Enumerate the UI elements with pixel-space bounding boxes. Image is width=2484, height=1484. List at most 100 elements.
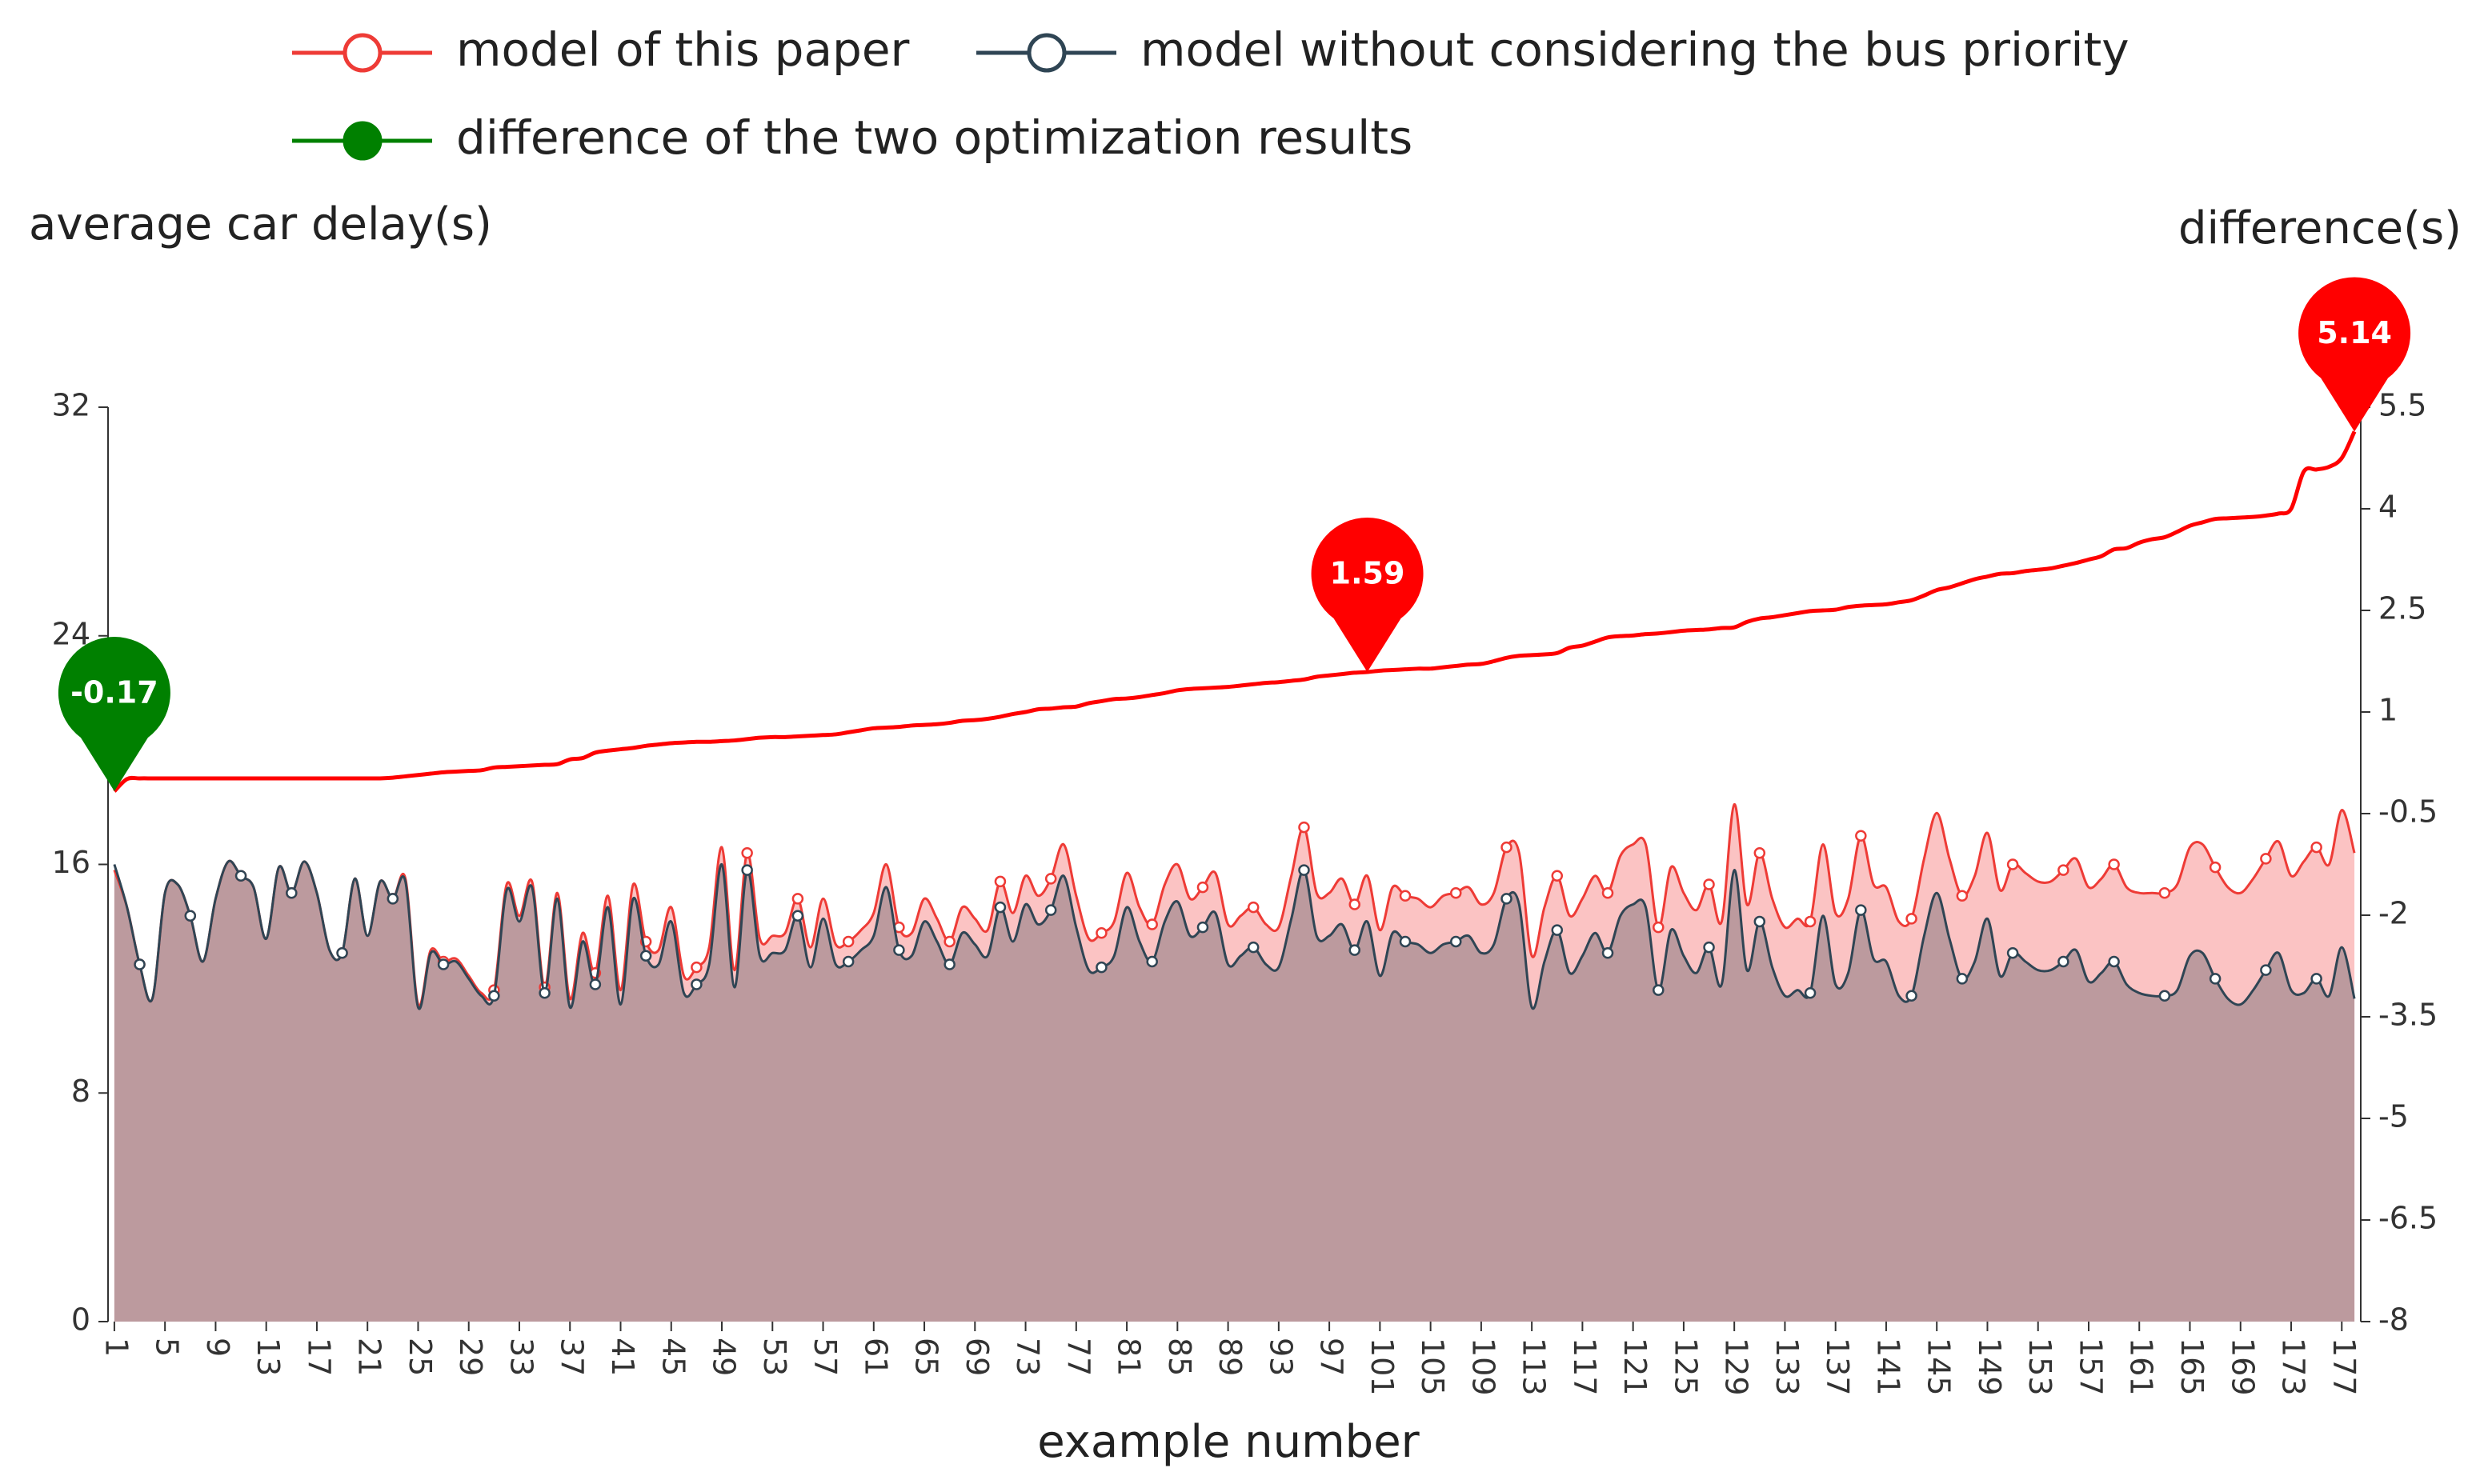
- marker: [1146, 955, 1158, 968]
- marker: [893, 944, 905, 956]
- marker: [1804, 915, 1817, 928]
- x-tick-label: 77: [1060, 1338, 1096, 1376]
- x-tick-label: 173: [2276, 1338, 2311, 1396]
- marker: [1855, 904, 1867, 916]
- x-tick-label: 73: [1010, 1338, 1045, 1376]
- marker: [2006, 946, 2019, 959]
- x-tick-label: 117: [1567, 1338, 1602, 1396]
- marker: [1905, 990, 1917, 1002]
- x-tick-label: 13: [250, 1338, 286, 1376]
- marker: [741, 846, 753, 859]
- y2-tick-label: -0.5: [2378, 794, 2438, 830]
- marker: [1146, 918, 1158, 930]
- marker: [2209, 973, 2222, 985]
- marker: [741, 864, 753, 876]
- x-tick-label: 49: [707, 1338, 742, 1376]
- x-tick-label: 21: [352, 1338, 387, 1376]
- x-tick-label: 169: [2225, 1338, 2260, 1396]
- x-tick-label: 33: [503, 1338, 539, 1376]
- marker: [639, 950, 652, 962]
- y2-tick-label: -2: [2378, 896, 2409, 931]
- marker: [791, 893, 804, 905]
- legend-icon: [343, 33, 383, 73]
- x-tick-label: 133: [1769, 1338, 1805, 1396]
- marker: [1905, 913, 1917, 925]
- x-tick-label: 57: [807, 1338, 843, 1376]
- marker: [1500, 841, 1512, 854]
- y2-tick-label: -6.5: [2378, 1201, 2438, 1236]
- marker: [1450, 935, 1462, 948]
- x-tick-label: 1: [98, 1338, 134, 1357]
- line: [113, 430, 2357, 793]
- marker: [2260, 964, 2272, 976]
- x-tick-label: 81: [1112, 1338, 1147, 1376]
- x-tick-label: 17: [301, 1338, 336, 1376]
- x-tick-label: 105: [1415, 1338, 1450, 1396]
- x-axis-label: example number: [1037, 1416, 1420, 1468]
- marker: [2108, 955, 2120, 968]
- marker: [2209, 861, 2222, 874]
- marker: [539, 986, 551, 999]
- marker: [1551, 924, 1564, 936]
- x-tick-label: 157: [2073, 1338, 2108, 1396]
- marker: [234, 870, 247, 882]
- x-tick-label: 37: [555, 1338, 590, 1376]
- x-tick-label: 125: [1668, 1338, 1703, 1396]
- y2-axis-label: difference(s): [2178, 202, 2462, 254]
- y2-tick-label: -3.5: [2378, 998, 2438, 1033]
- marker: [1399, 935, 1412, 948]
- x-tick-label: 41: [605, 1338, 640, 1376]
- x-tick-label: 145: [1921, 1338, 1957, 1396]
- marker: [1500, 893, 1512, 905]
- legend-icon: [343, 121, 383, 161]
- x-tick-label: 65: [909, 1338, 944, 1376]
- y-tick-label: 24: [52, 616, 90, 651]
- marker: [691, 978, 703, 990]
- marker: [488, 990, 500, 1002]
- marker: [1753, 915, 1766, 928]
- marker: [1653, 921, 1665, 934]
- marker: [184, 910, 197, 922]
- marker: [2310, 841, 2322, 854]
- marker: [1298, 864, 1310, 876]
- marker: [1348, 898, 1360, 910]
- y-tick-label: 8: [71, 1074, 90, 1109]
- x-tick-label: 177: [2326, 1338, 2362, 1396]
- marker: [2260, 853, 2272, 865]
- y-tick-label: 16: [52, 845, 90, 880]
- marker: [1096, 926, 1108, 939]
- marker: [1601, 886, 1614, 899]
- marker: [2006, 858, 2019, 870]
- legend-label: model without considering the bus priori…: [1140, 22, 2129, 77]
- y2-tick-label: 1: [2378, 693, 2398, 728]
- marker: [589, 978, 602, 990]
- x-tick-label: 45: [655, 1338, 691, 1376]
- y2-tick-label: 5.5: [2378, 388, 2426, 423]
- mark-label: -0.17: [70, 675, 158, 710]
- area: [114, 861, 2355, 1322]
- marker: [387, 893, 399, 905]
- marker: [336, 946, 348, 959]
- x-tick-label: 53: [757, 1338, 792, 1376]
- marker: [2057, 864, 2069, 876]
- marker: [2158, 886, 2171, 899]
- marker: [791, 910, 804, 922]
- marker: [1551, 870, 1564, 882]
- marker: [691, 961, 703, 974]
- x-tick-label: 113: [1516, 1338, 1552, 1396]
- marker: [1450, 886, 1462, 899]
- marker: [1044, 904, 1057, 916]
- marker: [1196, 921, 1209, 934]
- marker: [1096, 961, 1108, 974]
- marker: [2108, 858, 2120, 870]
- x-tick-label: 109: [1465, 1338, 1500, 1396]
- marker: [1753, 846, 1766, 859]
- x-tick-label: 61: [858, 1338, 893, 1376]
- marker: [1956, 973, 1969, 985]
- marker: [134, 958, 146, 970]
- x-tick-label: 29: [453, 1338, 488, 1376]
- marker: [842, 935, 855, 948]
- x-tick-label: 165: [2174, 1338, 2210, 1396]
- marker: [437, 958, 450, 970]
